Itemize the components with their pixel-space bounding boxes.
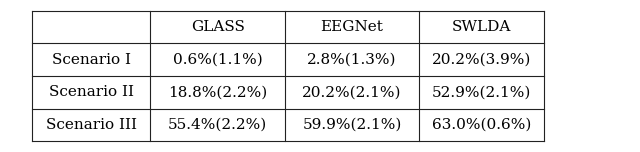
Text: 52.9%(2.1%): 52.9%(2.1%) bbox=[432, 85, 531, 99]
Text: 63.0%(0.6%): 63.0%(0.6%) bbox=[432, 118, 531, 132]
Text: 20.2%(2.1%): 20.2%(2.1%) bbox=[302, 85, 402, 99]
Text: 20.2%(3.9%): 20.2%(3.9%) bbox=[432, 53, 531, 67]
Text: Scenario III: Scenario III bbox=[45, 118, 137, 132]
Text: Scenario II: Scenario II bbox=[49, 85, 134, 99]
Text: 18.8%(2.2%): 18.8%(2.2%) bbox=[168, 85, 268, 99]
Text: 55.4%(2.2%): 55.4%(2.2%) bbox=[168, 118, 268, 132]
Text: Scenario I: Scenario I bbox=[52, 53, 131, 67]
Text: 2.8%(1.3%): 2.8%(1.3%) bbox=[307, 53, 397, 67]
Text: SWLDA: SWLDA bbox=[452, 20, 511, 34]
Text: 0.6%(1.1%): 0.6%(1.1%) bbox=[173, 53, 262, 67]
Text: 59.9%(2.1%): 59.9%(2.1%) bbox=[302, 118, 402, 132]
Text: EEGNet: EEGNet bbox=[321, 20, 383, 34]
Text: GLASS: GLASS bbox=[191, 20, 244, 34]
